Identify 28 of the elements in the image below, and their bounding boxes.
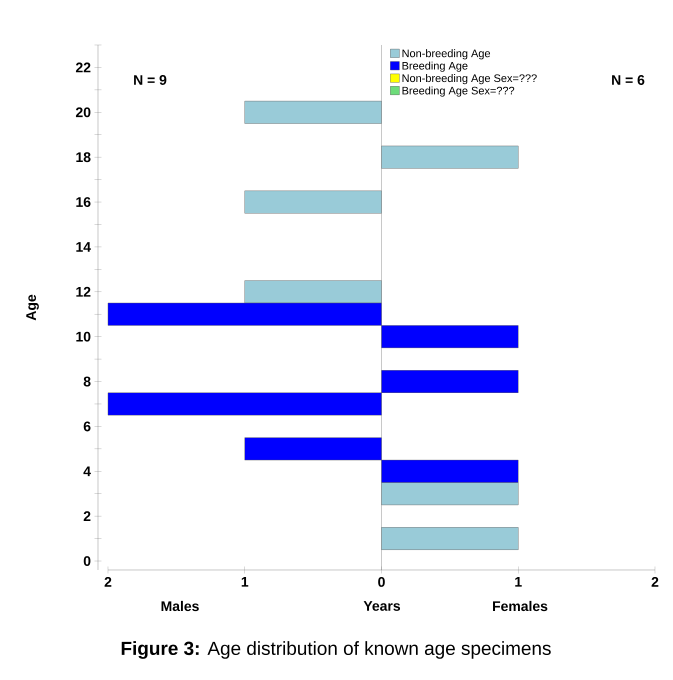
x-tick-label: 1 [242,577,248,587]
x-tick-label: 2 [652,577,658,587]
y-tick-label: 10 [76,332,90,342]
text: Males [162,600,199,612]
annotation: N = 6 [612,75,644,85]
x-tick-label: 2 [104,577,112,587]
y-tick-label: 12 [76,286,90,297]
x-tick-label: 0 [378,577,385,587]
x-tick-label: 1 [515,577,522,587]
legend-label: Non-breeding Age [402,49,490,60]
y-tick-label: 2 [84,511,90,522]
x-axis-title: Years [364,601,400,611]
text: Females [493,600,548,612]
legend-label: Non-breeding Age Sex=??? [402,74,537,84]
y-tick-label: 20 [76,107,90,118]
y-axis-title: Age [26,294,39,320]
annotation: N = 9 [134,75,166,85]
y-tick-label: 4 [83,466,91,476]
legend-label: Breeding Age Sex=??? [402,86,514,97]
y-tick-label: 22 [76,62,90,72]
y-tick-label: 8 [84,376,91,386]
y-tick-label: 14 [76,242,91,252]
y-tick-label: 16 [76,197,90,207]
y-tick-label: 6 [84,421,90,432]
y-tick-label: 18 [76,152,91,162]
y-tick-label: 0 [84,556,90,566]
text: Figure 3: Age distribution of known age specimens [122,641,551,659]
legend-label: Breeding Age [402,62,468,72]
